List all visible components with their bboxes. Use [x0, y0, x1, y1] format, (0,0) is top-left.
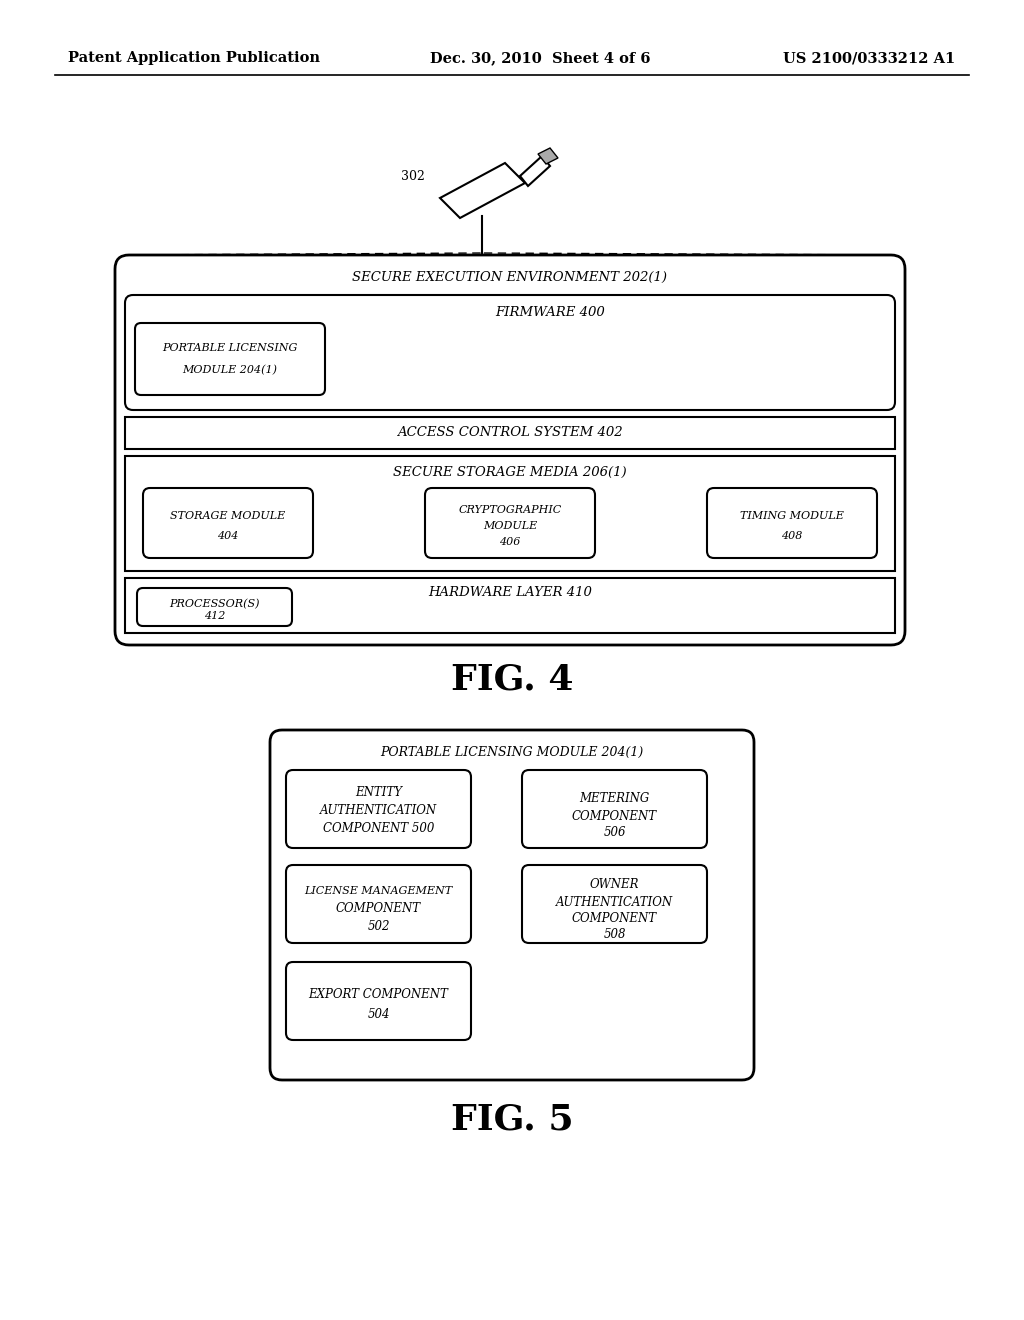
FancyBboxPatch shape	[135, 323, 325, 395]
Text: LICENSE MANAGEMENT: LICENSE MANAGEMENT	[304, 886, 453, 896]
Text: MODULE: MODULE	[483, 521, 538, 531]
Text: STORAGE MODULE: STORAGE MODULE	[170, 511, 286, 521]
Text: AUTHENTICATION: AUTHENTICATION	[319, 804, 437, 817]
Text: FIG. 4: FIG. 4	[451, 663, 573, 697]
Text: HARDWARE LAYER 410: HARDWARE LAYER 410	[428, 586, 592, 599]
Polygon shape	[538, 148, 558, 164]
Text: CRYPTOGRAPHIC: CRYPTOGRAPHIC	[459, 506, 561, 515]
Text: Patent Application Publication: Patent Application Publication	[68, 51, 319, 65]
Text: 506: 506	[603, 825, 626, 838]
Text: AUTHENTICATION: AUTHENTICATION	[556, 896, 673, 909]
Text: 504: 504	[368, 1007, 390, 1020]
Bar	[125, 578, 895, 634]
FancyBboxPatch shape	[707, 488, 877, 558]
Text: US 2100/0333212 A1: US 2100/0333212 A1	[782, 51, 955, 65]
FancyBboxPatch shape	[522, 770, 707, 847]
Text: ACCESS CONTROL SYSTEM 402: ACCESS CONTROL SYSTEM 402	[397, 426, 623, 440]
FancyBboxPatch shape	[522, 865, 707, 942]
Text: 406: 406	[500, 537, 520, 546]
Text: MODULE 204(1): MODULE 204(1)	[182, 364, 278, 375]
Text: COMPONENT 500: COMPONENT 500	[323, 821, 434, 834]
Text: ENTITY: ENTITY	[355, 785, 402, 799]
Text: SECURE STORAGE MEDIA 206(1): SECURE STORAGE MEDIA 206(1)	[393, 466, 627, 479]
FancyBboxPatch shape	[137, 587, 292, 626]
Text: TIMING MODULE: TIMING MODULE	[740, 511, 844, 521]
FancyBboxPatch shape	[115, 255, 905, 645]
FancyBboxPatch shape	[286, 770, 471, 847]
FancyBboxPatch shape	[425, 488, 595, 558]
Text: SECURE EXECUTION ENVIRONMENT 202(1): SECURE EXECUTION ENVIRONMENT 202(1)	[352, 271, 668, 284]
Text: METERING: METERING	[580, 792, 649, 804]
FancyBboxPatch shape	[125, 294, 895, 411]
Polygon shape	[440, 162, 525, 218]
Text: FIG. 5: FIG. 5	[451, 1104, 573, 1137]
Text: PORTABLE LICENSING: PORTABLE LICENSING	[163, 343, 298, 352]
Text: COMPONENT: COMPONENT	[336, 903, 421, 916]
FancyBboxPatch shape	[270, 730, 754, 1080]
Bar	[125, 455, 895, 572]
Text: COMPONENT: COMPONENT	[572, 912, 657, 925]
Text: EXPORT COMPONENT: EXPORT COMPONENT	[308, 987, 449, 1001]
Text: OWNER: OWNER	[590, 879, 639, 891]
Polygon shape	[520, 156, 550, 186]
FancyBboxPatch shape	[143, 488, 313, 558]
Text: 404: 404	[217, 531, 239, 541]
Bar	[125, 417, 895, 449]
Text: 302: 302	[401, 169, 425, 182]
FancyBboxPatch shape	[286, 962, 471, 1040]
Text: PROCESSOR(S): PROCESSOR(S)	[169, 599, 260, 609]
Text: COMPONENT: COMPONENT	[572, 809, 657, 822]
FancyBboxPatch shape	[286, 865, 471, 942]
Text: 408: 408	[781, 531, 803, 541]
Text: 502: 502	[368, 920, 390, 933]
Text: 508: 508	[603, 928, 626, 941]
Text: Dec. 30, 2010  Sheet 4 of 6: Dec. 30, 2010 Sheet 4 of 6	[430, 51, 650, 65]
Text: PORTABLE LICENSING MODULE 204(1): PORTABLE LICENSING MODULE 204(1)	[380, 746, 644, 759]
Text: FIRMWARE 400: FIRMWARE 400	[496, 306, 605, 319]
Text: 412: 412	[204, 611, 225, 620]
